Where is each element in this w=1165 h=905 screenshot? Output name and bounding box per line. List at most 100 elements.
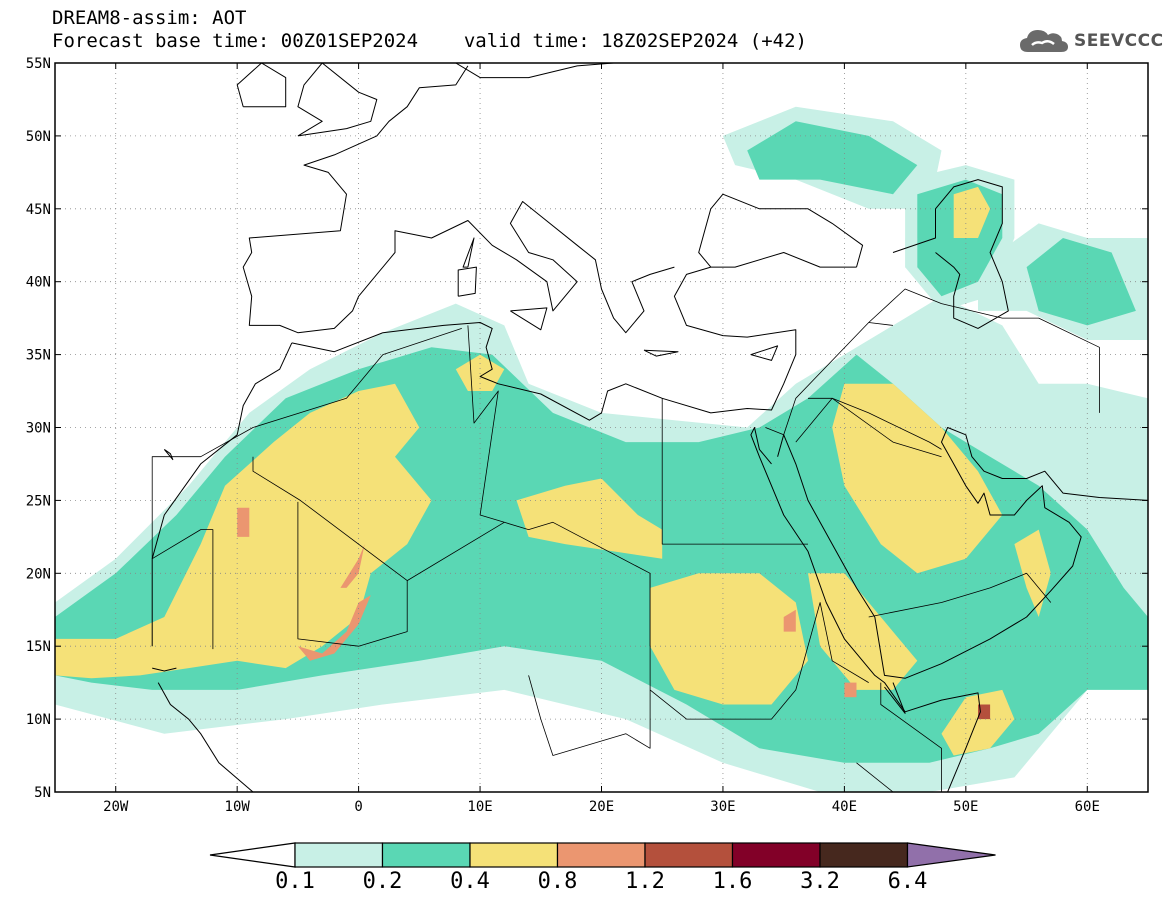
lon-tick-label: 50E bbox=[953, 799, 978, 815]
coastline-13 bbox=[643, 349, 679, 357]
coastline-9 bbox=[455, 63, 614, 79]
country-border-14 bbox=[856, 762, 942, 792]
lon-tick-label: 20E bbox=[589, 799, 614, 815]
lat-tick-label: 25N bbox=[26, 493, 51, 509]
country-border-1 bbox=[252, 456, 408, 647]
lon-tick-label: 10W bbox=[225, 799, 251, 815]
country-border-2 bbox=[151, 529, 214, 650]
graticule-grid bbox=[55, 63, 1148, 792]
aot-region-5 bbox=[747, 121, 918, 195]
aot-region-7 bbox=[1026, 238, 1136, 326]
aot-region-20 bbox=[783, 609, 796, 632]
country-border-0 bbox=[151, 328, 462, 559]
colorbar-high-triangle bbox=[906, 842, 996, 868]
colorbar-swatch-3 bbox=[556, 842, 646, 868]
colorbar-swatch-1 bbox=[381, 842, 471, 868]
aot-region-16 bbox=[953, 186, 991, 238]
coastline-7 bbox=[236, 63, 287, 108]
lon-tick-label: 10E bbox=[467, 799, 492, 815]
colorbar-level-label: 1.2 bbox=[625, 869, 665, 894]
lat-tick-label: 55N bbox=[26, 56, 51, 72]
coastline-west-africa-1 bbox=[419, 791, 422, 792]
aot-region-21 bbox=[844, 682, 857, 698]
colorbar-level-label: 0.1 bbox=[275, 869, 315, 894]
lat-tick-label: 40N bbox=[26, 275, 51, 291]
coastline-16 bbox=[884, 682, 906, 714]
lon-tick-label: 0 bbox=[354, 799, 362, 815]
colorbar-swatch-6 bbox=[819, 842, 909, 868]
lat-tick-label: 45N bbox=[26, 202, 51, 218]
coastline-12 bbox=[510, 307, 548, 331]
colorbar-level-label: 3.2 bbox=[800, 869, 840, 894]
aot-region-10 bbox=[516, 478, 663, 559]
chart-title: DREAM8-assim: AOT bbox=[52, 7, 247, 29]
cloud-logo-icon bbox=[1020, 30, 1068, 52]
aot-region-19 bbox=[340, 544, 365, 588]
country-border-9 bbox=[808, 397, 942, 450]
colorbar-level-label: 0.4 bbox=[450, 869, 490, 894]
aot-contour-fields bbox=[55, 106, 1148, 792]
aot-region-14 bbox=[1014, 529, 1051, 617]
base-time-label: Forecast base time: 00Z01SEP2024 bbox=[52, 30, 419, 52]
country-border-12 bbox=[868, 572, 1052, 618]
lat-tick-label: 50N bbox=[26, 129, 51, 145]
country-borders bbox=[151, 63, 1148, 792]
aot-region-22 bbox=[978, 704, 991, 720]
colorbar-swatch-4 bbox=[644, 842, 734, 868]
coastline-west-africa-2 bbox=[152, 667, 177, 672]
lon-tick-label: 60E bbox=[1075, 799, 1100, 815]
lat-tick-label: 30N bbox=[26, 421, 51, 437]
lat-tick-label: 20N bbox=[26, 566, 51, 582]
country-border-11 bbox=[795, 397, 942, 458]
aot-region-13 bbox=[832, 383, 1003, 574]
coastline-6 bbox=[892, 179, 1009, 329]
colorbar-swatch-5 bbox=[731, 842, 821, 868]
colorbar-level-label: 6.4 bbox=[888, 869, 928, 894]
forecast-time-line: Forecast base time: 00Z01SEP2024 valid t… bbox=[52, 30, 807, 52]
coastline-14 bbox=[750, 345, 779, 361]
coastline-11 bbox=[457, 266, 477, 297]
country-border-4 bbox=[467, 325, 505, 523]
axis-ticks: 55N 50N 45N 40N 35N 30N 25N 20N 15N 10N 5N 20W 10W 0 1… bbox=[26, 56, 1148, 815]
country-border-10 bbox=[868, 288, 1100, 413]
coastline-3 bbox=[242, 65, 675, 334]
coastline-0 bbox=[151, 342, 293, 647]
colorbar-level-label: 1.6 bbox=[713, 869, 753, 894]
colorbar-swatch-0 bbox=[294, 842, 384, 868]
colorbar-level-label: 0.2 bbox=[363, 869, 403, 894]
brand-logo: SEEVCCC bbox=[1018, 26, 1164, 56]
aot-region-15 bbox=[941, 689, 1015, 756]
valid-time-label: valid time: 18Z02SEP2024 (+42) bbox=[463, 30, 807, 52]
colorbar: 0.1 0.2 0.4 0.8 1.2 1.6 3.2 6.4 bbox=[209, 842, 996, 894]
colorbar-low-triangle bbox=[209, 842, 296, 868]
coastline-west-africa-0 bbox=[157, 682, 254, 792]
country-border-5 bbox=[661, 398, 808, 545]
coastline-10 bbox=[462, 237, 475, 268]
country-border-13 bbox=[880, 682, 942, 792]
lon-tick-label: 30E bbox=[710, 799, 735, 815]
aot-region-17 bbox=[237, 507, 250, 537]
lon-tick-label: 20W bbox=[103, 799, 129, 815]
aot-region-9 bbox=[455, 354, 505, 391]
coastline-5 bbox=[777, 427, 1148, 679]
coastline-1 bbox=[291, 252, 857, 421]
country-border-8 bbox=[765, 322, 894, 436]
coastline-2 bbox=[698, 193, 864, 268]
aot-region-12 bbox=[808, 573, 918, 690]
lon-tick-label: 40E bbox=[832, 799, 857, 815]
country-border-7 bbox=[649, 602, 869, 720]
lat-tick-label: 5N bbox=[34, 785, 51, 801]
lat-tick-label: 15N bbox=[26, 639, 51, 655]
aot-region-18 bbox=[297, 595, 371, 661]
lat-tick-label: 35N bbox=[26, 348, 51, 364]
brand-name: SEEVCCC bbox=[1074, 31, 1164, 51]
aot-region-11 bbox=[650, 573, 808, 705]
colorbar-level-label: 0.8 bbox=[538, 869, 578, 894]
coastline-8 bbox=[297, 63, 378, 137]
coastline-4 bbox=[750, 427, 981, 792]
lat-tick-label: 10N bbox=[26, 712, 51, 728]
coastline-15 bbox=[163, 448, 174, 461]
country-border-6 bbox=[528, 573, 651, 756]
colorbar-swatch-2 bbox=[469, 842, 559, 868]
